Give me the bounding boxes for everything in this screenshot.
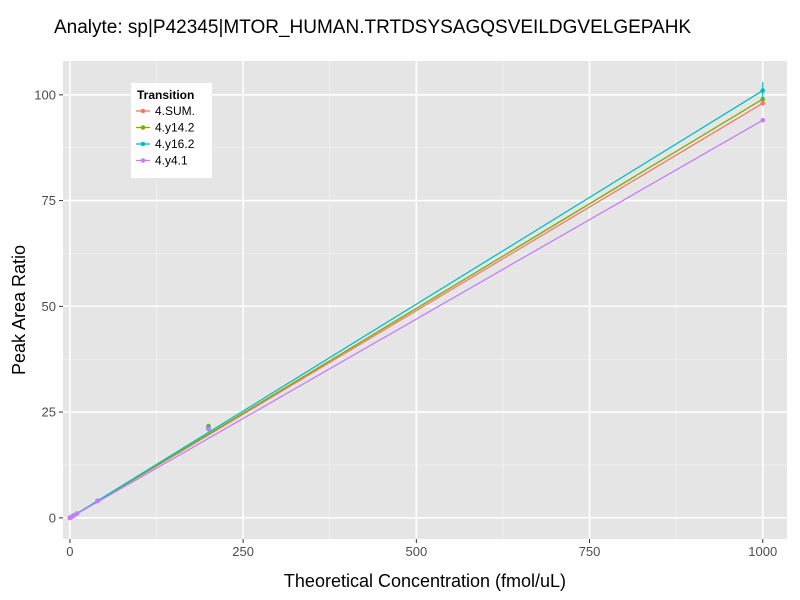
y-axis-title: Peak Area Ratio bbox=[9, 245, 29, 375]
legend-key-point bbox=[140, 125, 146, 130]
x-tick-label: 0 bbox=[66, 544, 73, 559]
data-point bbox=[71, 513, 76, 519]
x-tick-label: 250 bbox=[232, 544, 254, 559]
legend-title: Transition bbox=[137, 88, 194, 102]
data-point bbox=[760, 117, 766, 123]
legend-label: 4.y14.2 bbox=[155, 121, 195, 135]
fit-line bbox=[69, 119, 764, 519]
y-tick-label: 50 bbox=[42, 299, 56, 314]
data-point bbox=[760, 101, 766, 106]
axis-ticks bbox=[59, 94, 764, 543]
fit-line bbox=[69, 98, 764, 519]
legend-items: 4.SUM. 4.y14.2 4.y16.2 4.y4.1 bbox=[136, 104, 195, 168]
fit-lines bbox=[69, 90, 764, 519]
y-tick-label: 25 bbox=[42, 405, 56, 420]
chart-title: Analyte: sp|P42345|MTOR_HUMAN.TRTDSYSAGQ… bbox=[54, 17, 691, 38]
fit-line bbox=[69, 90, 764, 519]
x-axis-title: Theoretical Concentration (fmol/uL) bbox=[284, 571, 566, 591]
x-tick-label: 1000 bbox=[748, 544, 777, 559]
legend-key-point bbox=[140, 141, 146, 147]
y-tick-label: 0 bbox=[49, 510, 56, 525]
legend-label: 4.y16.2 bbox=[155, 137, 195, 151]
data-point bbox=[74, 511, 80, 516]
x-tick-label: 500 bbox=[405, 544, 427, 559]
legend-label: 4.SUM. bbox=[155, 104, 195, 118]
axis-tick-labels: 0 250 500 750 1000 0 25 50 75 100 bbox=[34, 87, 777, 559]
legend-label: 4.y4.1 bbox=[155, 154, 188, 168]
y-tick-label: 75 bbox=[42, 193, 56, 208]
data-point bbox=[206, 426, 211, 432]
legend-key-point bbox=[140, 108, 146, 114]
data-point bbox=[95, 498, 100, 504]
data-points bbox=[67, 82, 766, 521]
x-tick-label: 750 bbox=[579, 544, 601, 559]
y-tick-label: 100 bbox=[34, 87, 56, 102]
legend: Transition 4.SUM. 4.y14.2 4.y16.2 4.y4.1 bbox=[131, 83, 212, 178]
legend-key-point bbox=[140, 158, 146, 163]
